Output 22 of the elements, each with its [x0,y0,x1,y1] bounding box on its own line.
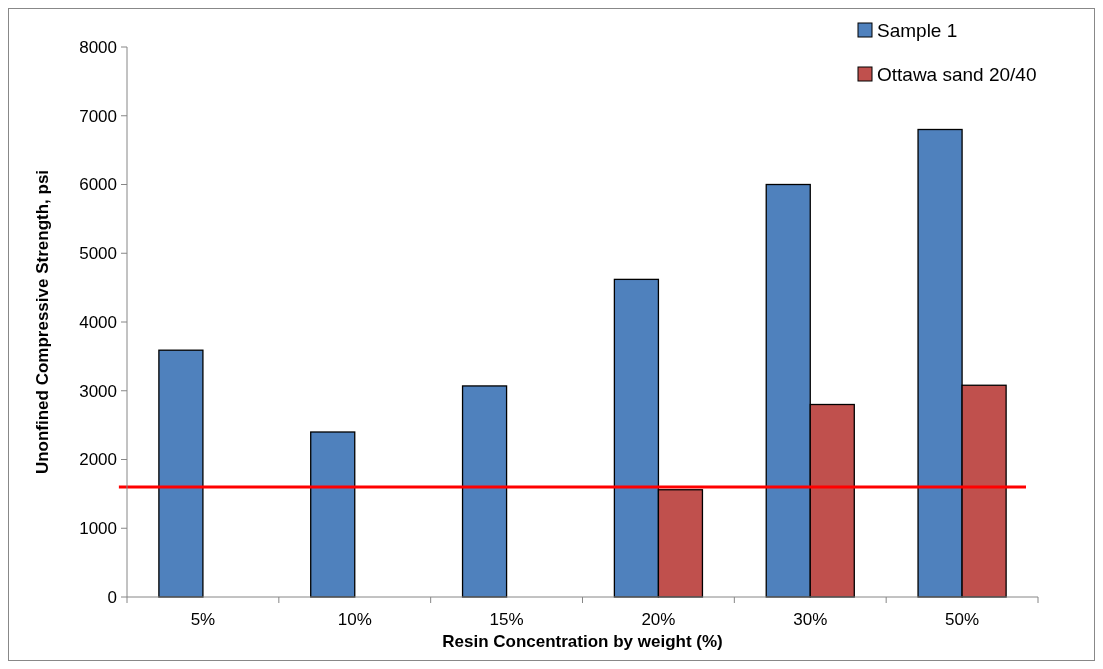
y-tick-label: 8000 [79,37,117,57]
y-tick-label: 1000 [79,519,117,539]
legend-label: Sample 1 [877,19,958,41]
y-tick-label: 0 [107,587,117,607]
y-tick-label: 5000 [79,244,117,264]
y-tick-label: 7000 [79,106,117,126]
bar [158,349,204,598]
y-tick-label: 4000 [79,312,117,332]
bar [310,431,356,598]
x-axis-title: Resin Concentration by weight (%) [442,632,723,651]
y-axis-title: Unonfined Compressive Strength, psi [33,169,52,475]
x-tick-label: 5% [190,610,216,629]
y-tick-label: 3000 [79,381,117,401]
bar [461,385,508,598]
x-tick-label: 30% [793,610,828,629]
x-tick-label: 15% [489,610,524,629]
x-tick-label: 20% [641,610,676,629]
x-tick-label: 50% [945,610,980,629]
y-tick-label: 2000 [79,450,117,470]
y-tick-label: 6000 [79,175,117,195]
x-tick-label: 10% [337,610,372,629]
legend-label: Ottawa sand 20/40 [877,63,1037,85]
